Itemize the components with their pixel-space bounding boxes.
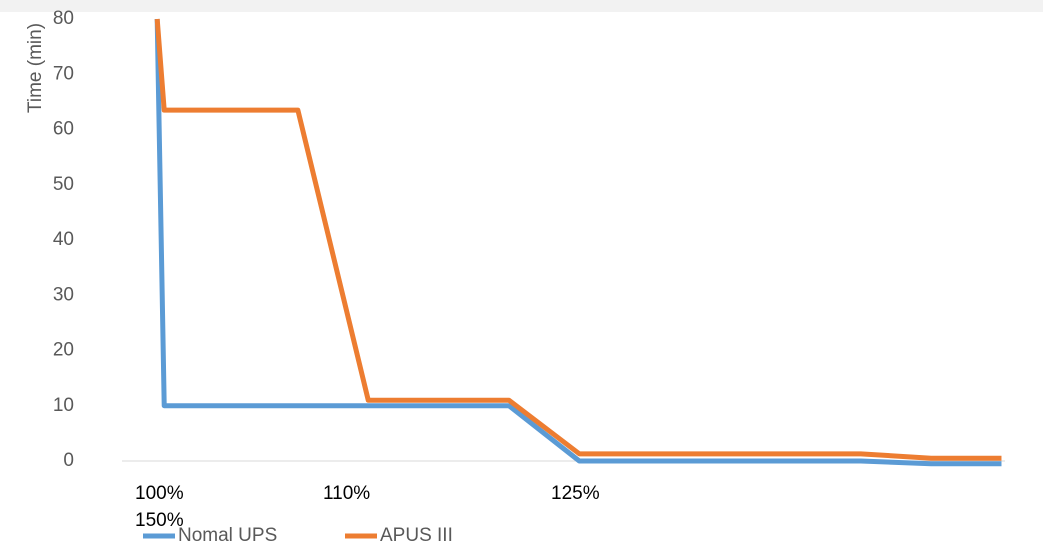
series-line xyxy=(154,18,1002,467)
y-tick-label: 20 xyxy=(53,340,74,361)
y-tick-label: 10 xyxy=(53,395,74,416)
x-label: 150% xyxy=(135,510,184,531)
y-tick-label: 30 xyxy=(53,284,74,305)
x-label: 100% xyxy=(135,483,184,504)
y-tick-label: 70 xyxy=(53,63,74,84)
y-tick-label: 40 xyxy=(53,229,74,250)
y-tick-label: 0 xyxy=(63,450,74,471)
chart-background xyxy=(0,12,1043,547)
y-tick-label: 80 xyxy=(53,8,74,29)
y-tick-label: 50 xyxy=(53,174,74,195)
y-axis-title: Time (min) xyxy=(25,23,46,113)
legend-label: Nomal UPS xyxy=(178,525,277,546)
x-label: 125% xyxy=(551,483,600,504)
x-label: 110% xyxy=(323,483,371,504)
y-tick-label: 60 xyxy=(53,119,74,140)
series-line xyxy=(154,18,1002,461)
legend-label: APUS III xyxy=(380,525,453,546)
